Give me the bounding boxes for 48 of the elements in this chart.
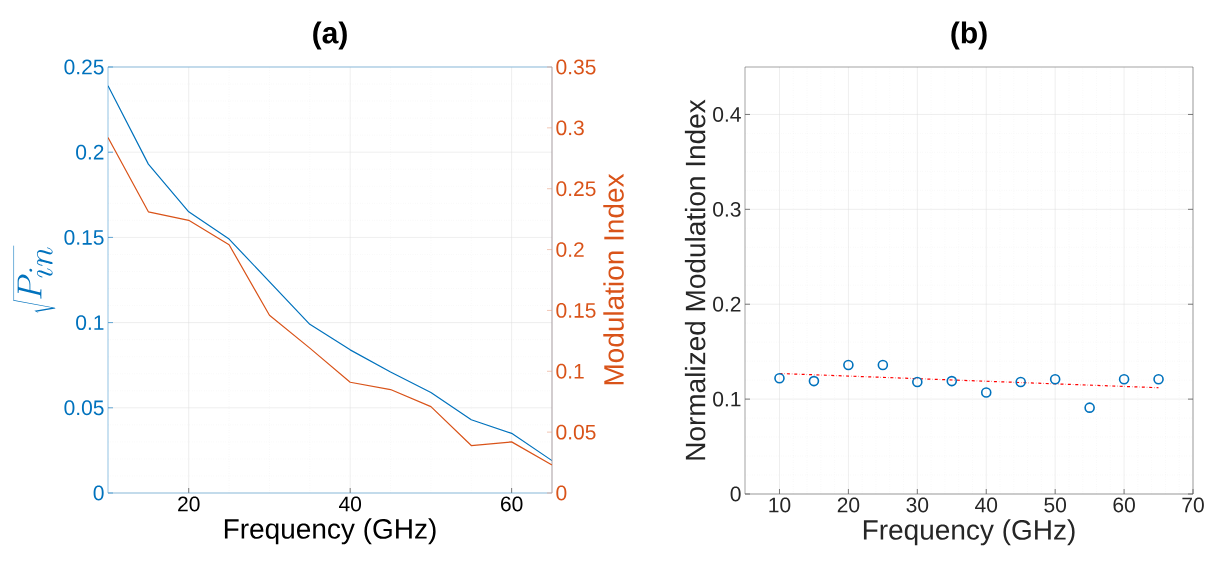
point bbox=[1153, 373, 1164, 385]
point bbox=[980, 387, 992, 398]
y2-tick-label: 0.1 bbox=[556, 363, 584, 379]
y2-tick-label: 0 bbox=[556, 485, 567, 501]
y-tick-label: 0.25 bbox=[64, 59, 104, 75]
y-axis-title: Normalized Modulation Index bbox=[684, 99, 706, 460]
y2-tick-label: 0.25 bbox=[556, 181, 596, 197]
x-tick-label: 60 bbox=[1113, 497, 1135, 513]
point bbox=[877, 359, 889, 371]
point bbox=[1118, 373, 1130, 385]
y-tick-label: 0.4 bbox=[713, 107, 741, 122]
y2-tick-label: 0.3 bbox=[556, 120, 584, 136]
y-tick-label: 0.2 bbox=[76, 144, 104, 160]
point bbox=[774, 372, 785, 384]
point bbox=[808, 375, 820, 387]
point bbox=[1084, 402, 1095, 413]
y2-tick-label: 0.2 bbox=[556, 242, 584, 257]
x-tick-label: 40 bbox=[975, 497, 998, 513]
x-tick-label: 70 bbox=[1182, 497, 1204, 513]
chart-title: (b) bbox=[951, 21, 987, 50]
chart-title: (a) bbox=[313, 21, 347, 50]
x-axis-title: Frequency (GHz) bbox=[863, 519, 1075, 546]
y-tick-label: 0.2 bbox=[713, 296, 741, 312]
x-tick-label: 30 bbox=[906, 497, 929, 513]
x-tick-label: 20 bbox=[837, 497, 860, 513]
x-tick-label: 50 bbox=[1044, 497, 1067, 513]
y2-tick-label: 0.15 bbox=[556, 302, 596, 318]
y2-tick-label: 0.05 bbox=[556, 424, 596, 440]
y-tick-label: 0 bbox=[93, 485, 104, 501]
y-tick-label: 0 bbox=[730, 486, 741, 502]
y-tick-label: 0.05 bbox=[64, 400, 104, 416]
y-tick-label: 0.15 bbox=[64, 229, 104, 245]
point bbox=[1015, 376, 1026, 388]
x-tick-label: 40 bbox=[338, 496, 362, 512]
x-tick-label: 60 bbox=[501, 496, 523, 512]
x-tick-label: 10 bbox=[769, 497, 791, 513]
y2-axis-title: Modulation Index bbox=[603, 173, 624, 385]
point bbox=[1049, 373, 1061, 385]
y-tick-label: 0.1 bbox=[713, 391, 741, 407]
point bbox=[843, 359, 854, 371]
y2-tick-label: 0.35 bbox=[556, 59, 596, 75]
y-axis-title: $\sqrt{P_{in}}$ bbox=[13, 245, 56, 313]
point bbox=[946, 375, 958, 387]
y-tick-label: 0.3 bbox=[713, 201, 741, 217]
x-axis-title: Frequency (GHz) bbox=[224, 518, 436, 545]
point bbox=[912, 376, 923, 388]
x-tick-label: 20 bbox=[178, 496, 200, 512]
y-tick-label: 0.1 bbox=[76, 315, 104, 331]
